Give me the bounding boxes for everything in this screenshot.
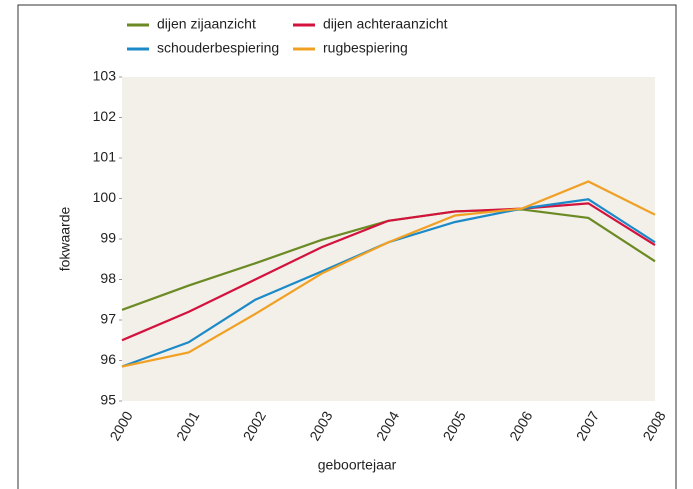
x-tick-label: 2003 <box>306 408 336 443</box>
x-tick-label: 2007 <box>573 408 603 443</box>
x-tick-label: 2005 <box>439 408 469 443</box>
series-line <box>121 180 656 368</box>
y-tick-label: 100 <box>93 189 117 205</box>
y-tick-label: 98 <box>100 270 116 286</box>
y-tick-label: 96 <box>100 351 116 367</box>
legend-label: schouderbespiering <box>157 40 279 56</box>
series-line <box>121 202 656 342</box>
y-tick-label: 101 <box>93 149 117 165</box>
legend-label: rugbespiering <box>323 40 408 56</box>
x-tick-label: 2000 <box>106 408 136 443</box>
x-tick-label: 2004 <box>373 408 403 443</box>
y-tick-label: 102 <box>93 108 117 124</box>
x-tick-label: 2006 <box>506 408 536 443</box>
y-axis-label: fokwaarde <box>57 206 73 271</box>
x-axis-label: geboortejaar <box>318 457 397 473</box>
x-tick-label: 2002 <box>240 408 270 443</box>
x-tick-label: 2001 <box>173 408 203 443</box>
legend-label: dijen achteraanzicht <box>323 16 448 32</box>
y-tick-label: 99 <box>100 230 116 246</box>
frame <box>17 4 677 489</box>
x-tick-label: 2008 <box>639 408 669 443</box>
legend-label: dijen zijaanzicht <box>157 16 256 32</box>
y-tick-label: 97 <box>100 311 116 327</box>
plot-background <box>122 77 655 401</box>
y-tick-label: 95 <box>100 392 116 408</box>
y-tick-label: 103 <box>93 68 117 84</box>
